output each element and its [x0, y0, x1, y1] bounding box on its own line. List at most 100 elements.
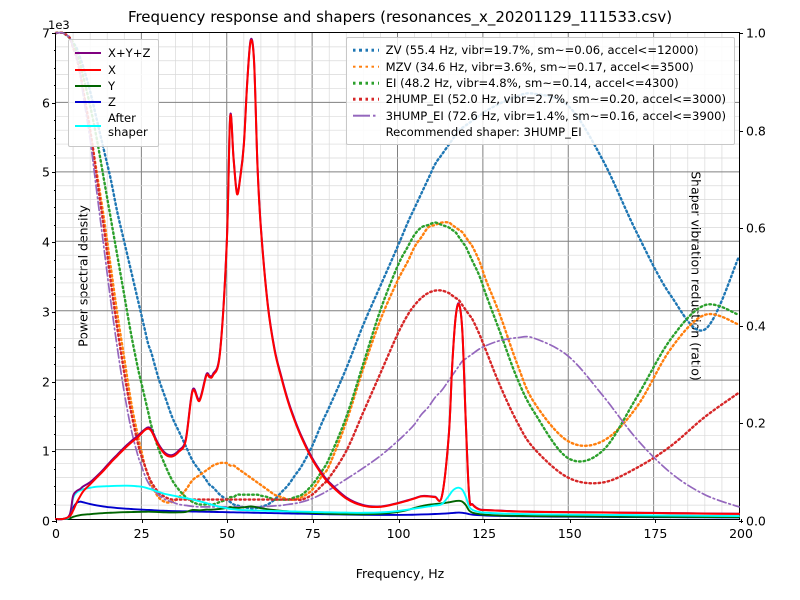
- legend-item-label: 3HUMP_EI (72.6 Hz, vibr=1.4%, sm~=0.16, …: [385, 108, 726, 123]
- y-tickmark-left-minor: [53, 503, 56, 505]
- y-tickmark-left-minor: [53, 224, 56, 226]
- legend-item-3hump-ei[interactable]: 3HUMP_EI (72.6 Hz, vibr=1.4%, sm~=0.16, …: [352, 108, 726, 124]
- x-tick: 125: [472, 526, 497, 541]
- x-tickmark: [741, 519, 742, 523]
- y-tickmark-left-minor: [53, 189, 56, 191]
- y-tickmark-left-minor: [53, 120, 56, 122]
- y-tickmark-left-minor: [53, 329, 56, 331]
- y-tickmark-left: [52, 172, 56, 174]
- x-tick: 50: [219, 526, 236, 541]
- x-tick: 175: [643, 526, 668, 541]
- legend-line-swatch: [75, 120, 101, 132]
- y-tickmark-left: [52, 311, 56, 313]
- legend-item-label: ZV (55.4 Hz, vibr=19.7%, sm~=0.06, accel…: [385, 43, 699, 58]
- y-tick-right: 0.4: [746, 318, 766, 334]
- y-tick-left: 6: [42, 95, 50, 111]
- legend-item-mzv[interactable]: MZV (34.6 Hz, vibr=3.6%, sm~=0.17, accel…: [352, 58, 726, 74]
- x-tick: 0: [52, 526, 60, 541]
- y-tickmark-left-minor: [53, 433, 56, 435]
- y-tickmark-left-minor: [53, 207, 56, 209]
- legend-line-swatch: [75, 47, 101, 59]
- legend-item-x[interactable]: X: [75, 61, 150, 77]
- y-tickmark-left-minor: [53, 259, 56, 261]
- x-tick: 25: [133, 526, 150, 541]
- y-tickmark-left-minor: [53, 85, 56, 87]
- legend-line-swatch: [352, 110, 379, 122]
- legend-item-label: Y: [108, 78, 116, 93]
- legend-axes[interactable]: X+Y+Z X Y Z After shaper: [68, 39, 160, 147]
- series-mzv: [54, 31, 741, 504]
- series-z: [55, 500, 740, 521]
- legend-item-label: X: [108, 62, 116, 77]
- y-tickmark-left: [52, 521, 56, 522]
- y-tickmark-left-minor: [53, 399, 56, 400]
- y-tickmark-right: [739, 33, 743, 34]
- legend-line-swatch: [352, 77, 379, 89]
- legend-line-swatch: [75, 80, 101, 92]
- y-tickmark-left-minor: [53, 364, 56, 366]
- y-tickmark-left: [52, 33, 56, 34]
- x-tickmark: [655, 519, 657, 523]
- x-tickmark: [398, 519, 400, 523]
- y-tick-right: 0.8: [746, 123, 766, 139]
- y-tickmark-left-minor: [53, 346, 56, 348]
- y-tickmark-left-minor: [53, 468, 56, 470]
- y-tick-left: 0: [42, 513, 50, 529]
- legend-item-z[interactable]: Z: [75, 94, 150, 110]
- y-tick-right: 0.0: [746, 513, 766, 529]
- legend-item-2hump-ei[interactable]: 2HUMP_EI (52.0 Hz, vibr=2.7%, sm~=0.20, …: [352, 91, 726, 107]
- legend-item-label: MZV (34.6 Hz, vibr=3.6%, sm~=0.17, accel…: [385, 59, 694, 74]
- series-ei: [54, 31, 741, 506]
- x-tickmark: [569, 519, 571, 523]
- x-axis-label: Frequency, Hz: [355, 566, 445, 581]
- x-tickmark: [312, 519, 314, 523]
- legend-line-swatch: [352, 93, 379, 105]
- y-tickmark-left-minor: [53, 155, 56, 156]
- x-tickmark: [484, 519, 486, 523]
- legend-item-label: After shaper: [108, 110, 148, 139]
- legend-item-label: 2HUMP_EI (52.0 Hz, vibr=2.7%, sm~=0.20, …: [385, 92, 726, 107]
- series-after-shaper: [55, 484, 740, 521]
- series-x: [55, 39, 740, 521]
- y-tick-right: 1.0: [746, 25, 766, 41]
- y-tickmark-right: [739, 325, 743, 327]
- y-tick-left: 5: [42, 164, 50, 180]
- legend-item-x-y-z[interactable]: X+Y+Z: [75, 45, 150, 61]
- x-tick: 150: [557, 526, 582, 541]
- y-tickmark-left-minor: [53, 67, 56, 69]
- y-tick-left: 3: [42, 304, 50, 320]
- legend-shapers[interactable]: ZV (55.4 Hz, vibr=19.7%, sm~=0.06, accel…: [345, 37, 735, 145]
- y-tickmark-left: [52, 451, 56, 453]
- y-tickmark-left-minor: [53, 486, 56, 488]
- series-y: [55, 499, 740, 520]
- y-tickmark-left-minor: [53, 416, 56, 418]
- x-tickmark: [227, 519, 229, 523]
- y-tick-left: 2: [42, 374, 50, 390]
- legend-item-after-shaper[interactable]: After shaper: [75, 111, 150, 141]
- legend-item-ei[interactable]: EI (48.2 Hz, vibr=4.8%, sm~=0.14, accel<…: [352, 75, 726, 91]
- y-tickmark-right: [739, 228, 743, 230]
- legend-item-y[interactable]: Y: [75, 78, 150, 94]
- y-tickmark-left-minor: [53, 50, 56, 52]
- y-tickmark-left: [52, 242, 56, 244]
- x-tickmark: [56, 519, 57, 523]
- y-tick-right: 0.2: [746, 415, 766, 431]
- y-tickmark-left: [52, 381, 56, 383]
- y-tick-right: 0.6: [746, 220, 766, 236]
- series-2hump-ei: [54, 31, 741, 502]
- y-tickmark-left-minor: [53, 137, 56, 139]
- x-tick: 200: [729, 526, 753, 541]
- y-tick-left: 7: [42, 25, 50, 41]
- recommended-shaper-note: Recommended shaper: 3HUMP_EI: [385, 124, 582, 139]
- y-axis-exponent-label: 1e3: [48, 18, 70, 32]
- plot-area: Power spectral density Shaper vibration …: [42, 26, 766, 542]
- chart-title: Frequency response and shapers (resonanc…: [127, 8, 673, 26]
- y-tick-left: 1: [42, 443, 50, 459]
- y-tick-left: 4: [42, 234, 50, 250]
- y-tickmark-left-minor: [53, 277, 56, 278]
- legend-item-label: X+Y+Z: [108, 46, 151, 61]
- x-tick: 75: [304, 526, 321, 541]
- y-tickmark-right: [739, 423, 743, 425]
- legend-item-zv[interactable]: ZV (55.4 Hz, vibr=19.7%, sm~=0.06, accel…: [352, 42, 726, 58]
